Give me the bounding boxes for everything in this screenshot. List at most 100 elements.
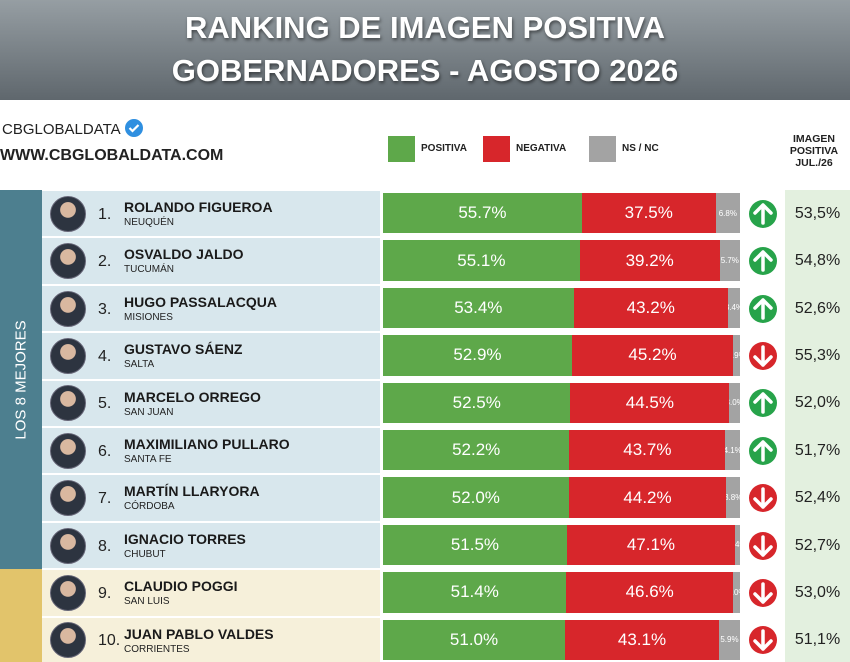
header (0, 0, 850, 100)
bar-label: 46.6% (625, 582, 674, 602)
bar-label: 47.1% (626, 534, 676, 554)
bar-segment (573, 287, 728, 329)
bar-label: 51.4% (450, 582, 499, 602)
province: SAN JUAN (124, 406, 174, 418)
bar-segment (581, 193, 716, 234)
bar-segment (383, 240, 580, 281)
bar-segment (735, 524, 740, 566)
governor-name: CLAUDIO POGGI (124, 578, 238, 595)
province: CORRIENTES (124, 643, 190, 655)
bar-segment (718, 619, 740, 660)
province: MISIONES (124, 311, 173, 323)
rank: 4. (98, 347, 112, 365)
bar-segment (566, 572, 733, 613)
photo (50, 480, 86, 517)
legend-label: POSITIVA (421, 143, 467, 154)
row-background (42, 191, 380, 237)
group-label: LOS 8 MEJORES (12, 319, 30, 440)
photo (50, 337, 86, 374)
governor-name: MARTÍN LLARYORA (124, 483, 260, 500)
governor-name: JUAN PABLO VALDES (124, 625, 274, 642)
rank: 7. (98, 490, 112, 508)
bar-label: 3.8% (726, 493, 740, 503)
bar-segment (732, 572, 740, 613)
bar-segment (579, 240, 720, 281)
province: SAN LUIS (124, 596, 170, 608)
previous-value: 52,0% (794, 394, 841, 412)
rank: 1. (98, 205, 112, 223)
previous-value: 51,1% (794, 631, 841, 649)
row-background (42, 617, 380, 662)
bar-segment (565, 619, 719, 660)
trend-arrow (749, 578, 777, 607)
rank: 10. (98, 632, 121, 650)
photo (50, 290, 86, 327)
province: CHUBUT (124, 548, 166, 560)
source: CBGLOBALDATA (2, 118, 144, 138)
governor-name: MARCELO ORREGO (124, 388, 261, 405)
title: RANKING DE IMAGEN POSITIVA (185, 10, 665, 45)
bar-label: 52.2% (452, 440, 501, 460)
group-stripe (0, 190, 42, 570)
bar-label: 1.9% (733, 350, 740, 360)
rank: 2. (98, 253, 112, 271)
bar-segment (383, 430, 570, 471)
row-background (42, 428, 380, 474)
governor-name: OSVALDO JALDO (124, 246, 244, 263)
trend-arrow (749, 294, 777, 323)
bar-segment (383, 382, 571, 423)
bar-segment (729, 382, 740, 423)
bar-label: 51.5% (450, 534, 500, 554)
governor-name: GUSTAVO SÁENZ (124, 341, 243, 358)
bar-segment (383, 287, 574, 329)
trend-arrow (749, 341, 777, 370)
bar-label: 55.1% (457, 250, 506, 270)
bar-label: 5.9% (720, 635, 739, 645)
photo (50, 195, 86, 232)
bar-segment (725, 430, 740, 471)
source-name: CBGLOBALDATA (2, 121, 120, 138)
bar-label: 39.2% (625, 250, 674, 270)
bar-label: 43.1% (617, 629, 667, 649)
bar-label: 44.5% (625, 392, 674, 412)
photo (50, 432, 86, 469)
bar-segment (383, 524, 567, 566)
row-background (42, 238, 380, 284)
governor-name: IGNACIO TORRES (124, 530, 246, 547)
trend-arrow (749, 199, 777, 228)
photo (50, 622, 86, 659)
bar-segment (726, 477, 740, 518)
bar-label: 52.0% (451, 487, 500, 507)
bar-segment (383, 572, 567, 613)
bar-label: 1.4% (735, 540, 740, 550)
bar-segment (571, 335, 734, 376)
photo (50, 574, 86, 611)
previous-value: 53,5% (794, 204, 841, 222)
bar-label: 52.5% (452, 392, 501, 412)
bar-label: 45.2% (628, 345, 677, 365)
bar-segment (715, 193, 740, 234)
province: SANTA FE (124, 454, 172, 465)
bar-segment (383, 335, 572, 376)
governor-name: ROLANDO FIGUEROA (124, 199, 273, 215)
bar-label: 51.0% (449, 629, 499, 649)
row-background (42, 522, 380, 569)
previous-value: 51,7% (794, 441, 841, 459)
bar-segment (733, 335, 740, 376)
bar-segment (566, 524, 735, 566)
province: TUCUMÁN (124, 264, 174, 276)
subtitle: GOBERNADORES - AGOSTO 2026 (171, 53, 679, 88)
province: CÓRDOBA (124, 501, 175, 513)
photo (50, 243, 86, 280)
bar-label: 44.2% (623, 487, 672, 507)
row-background (42, 570, 380, 616)
bar-segment (383, 477, 569, 518)
legend-swatch (589, 136, 616, 162)
trend-arrow (749, 247, 777, 276)
rank: 8. (98, 537, 112, 555)
bar-label: 6.8% (718, 208, 737, 218)
bar-segment (719, 240, 740, 281)
bar-label: 43.2% (626, 297, 675, 317)
bar-label: 3.0% (729, 398, 740, 408)
